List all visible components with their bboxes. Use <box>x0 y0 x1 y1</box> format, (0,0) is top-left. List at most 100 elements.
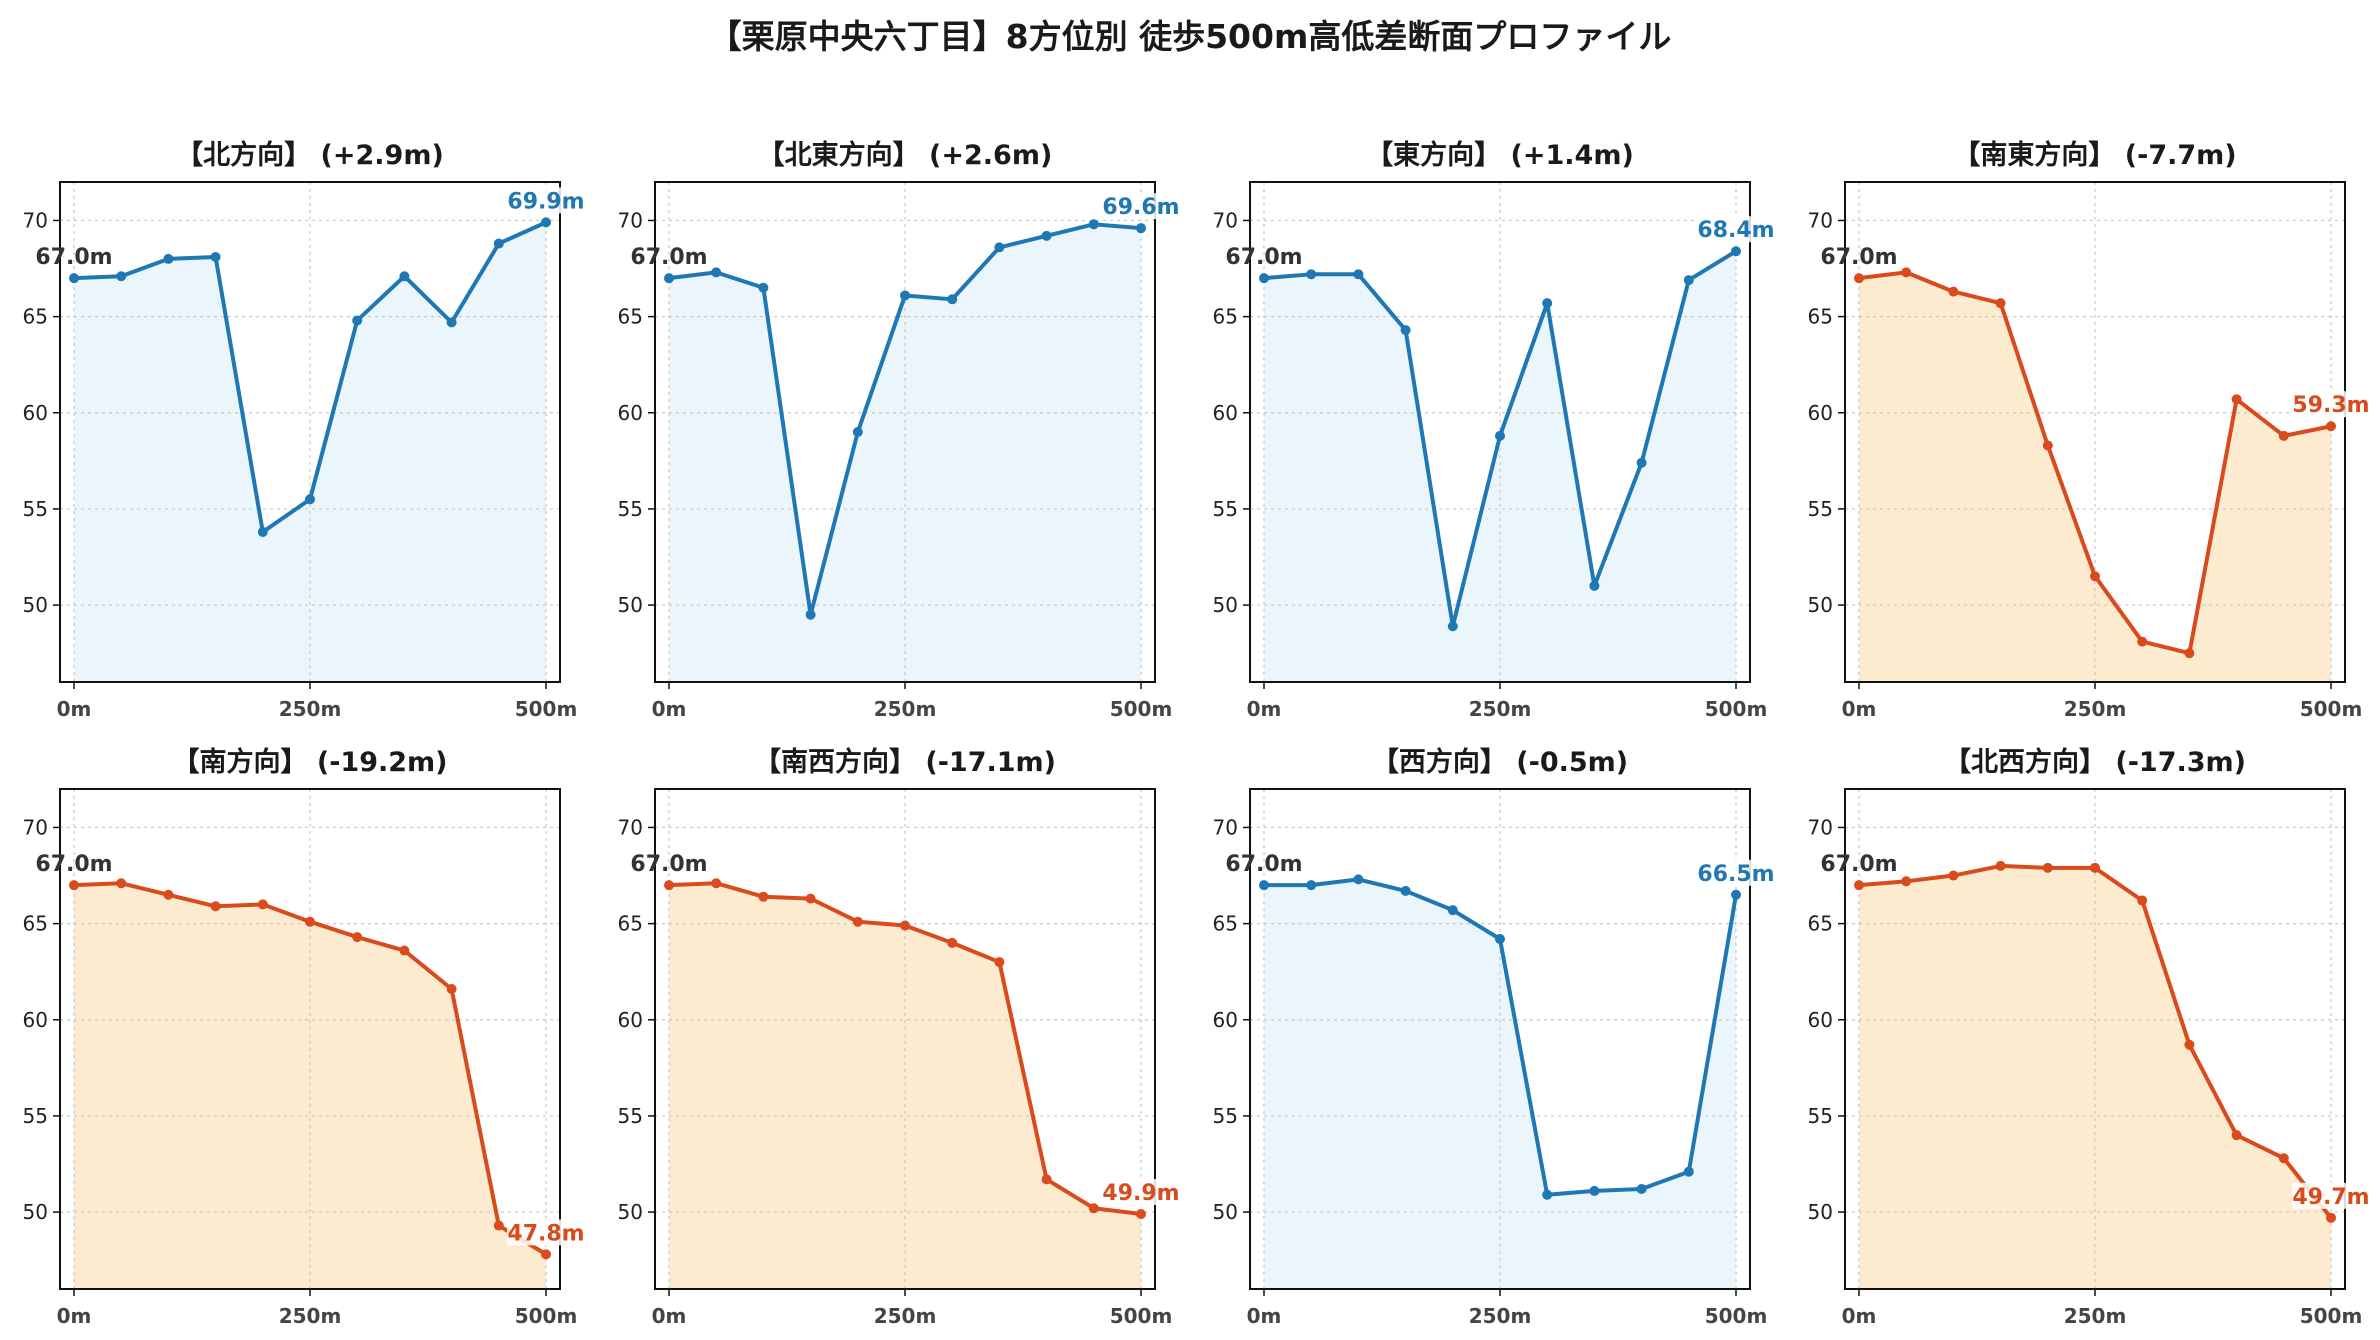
y-tick-label: 55 <box>1808 497 1833 521</box>
y-tick-label: 70 <box>1213 815 1238 839</box>
elevation-point <box>1589 1185 1600 1196</box>
x-tick-label: 500m <box>515 697 578 721</box>
y-tick-label: 50 <box>1808 1200 1833 1224</box>
elevation-point <box>1136 1209 1146 1219</box>
y-tick-label: 50 <box>618 593 643 617</box>
elevation-point <box>1400 325 1411 336</box>
x-tick-label: 250m <box>874 697 937 721</box>
y-tick-label: 55 <box>23 1104 48 1128</box>
elevation-point <box>446 984 457 994</box>
elevation-point <box>163 253 174 264</box>
profile-panel-3: 【南東方向】 (-7.7m) 50 55 60 65 70 0m 250m 500m 67.0m 5… <box>1808 139 2370 721</box>
elevation-point <box>1901 267 1912 278</box>
elevation-point <box>1995 860 2006 871</box>
elevation-point <box>2278 430 2289 441</box>
elevation-point <box>1589 580 1600 591</box>
elevation-point <box>1136 223 1146 234</box>
elevation-area <box>74 883 546 1289</box>
x-tick-label: 0m <box>1842 697 1877 721</box>
elevation-point <box>2137 895 2148 906</box>
profile-panel-5: 【南西方向】 (-17.1m) 50 55 60 65 70 0m 250m 500m 67.0m… <box>618 746 1180 1328</box>
x-tick-label: 500m <box>2300 697 2363 721</box>
elevation-point <box>1731 246 1741 257</box>
start-elevation-label: 67.0m <box>1820 245 1897 270</box>
elevation-point <box>711 267 722 278</box>
start-elevation-label: 67.0m <box>35 852 112 877</box>
elevation-point <box>2184 648 2195 659</box>
y-tick-label: 70 <box>618 208 643 232</box>
elevation-point <box>541 1249 551 1260</box>
y-tick-label: 65 <box>618 912 643 936</box>
start-elevation-label: 67.0m <box>1820 852 1897 877</box>
elevation-point <box>805 893 816 904</box>
elevation-point <box>1306 269 1317 280</box>
y-tick-label: 65 <box>1213 912 1238 936</box>
elevation-point <box>210 252 221 262</box>
profile-panel-0: 【北方向】 (+2.9m) 50 55 60 65 70 0m 250m 500m 67.0m 69… <box>23 139 585 721</box>
elevation-point <box>257 899 268 910</box>
y-tick-label: 70 <box>23 815 48 839</box>
elevation-point <box>1683 1166 1694 1177</box>
profile-panel-6: 【西方向】 (-0.5m) 50 55 60 65 70 0m 250m 500m 67.0m 66… <box>1213 746 1775 1328</box>
y-tick-label: 60 <box>1213 1008 1238 1032</box>
elevation-point <box>116 271 127 282</box>
elevation-point <box>69 273 79 284</box>
elevation-point <box>210 901 221 912</box>
elevation-point <box>1731 889 1741 900</box>
elevation-point <box>2042 440 2053 451</box>
profile-panel-7: 【北西方向】 (-17.3m) 50 55 60 65 70 0m 250m 500m 67.0m… <box>1808 746 2370 1328</box>
elevation-point <box>352 315 363 326</box>
y-tick-label: 60 <box>618 401 643 425</box>
elevation-point <box>2090 862 2100 873</box>
x-tick-label: 0m <box>1247 697 1282 721</box>
elevation-point <box>1542 1189 1553 1200</box>
elevation-point <box>2278 1153 2289 1164</box>
end-elevation-label: 69.6m <box>1102 195 1179 220</box>
elevation-point <box>1041 1174 1052 1185</box>
elevation-point <box>994 957 1005 968</box>
elevation-area <box>1264 251 1736 682</box>
elevation-point <box>1447 905 1458 916</box>
x-tick-label: 500m <box>1110 697 1173 721</box>
y-tick-label: 50 <box>1808 593 1833 617</box>
elevation-point <box>1948 286 1959 297</box>
y-tick-label: 65 <box>1213 305 1238 329</box>
elevation-point <box>1854 273 1864 284</box>
elevation-area <box>669 224 1141 683</box>
elevation-point <box>305 916 315 927</box>
elevation-point <box>2231 394 2242 405</box>
elevation-point <box>399 945 410 956</box>
start-elevation-label: 67.0m <box>1225 245 1302 270</box>
y-tick-label: 60 <box>618 1008 643 1032</box>
elevation-point <box>852 916 863 927</box>
y-tick-label: 50 <box>1213 1200 1238 1224</box>
elevation-point <box>116 878 127 889</box>
elevation-area <box>1859 272 2331 682</box>
start-elevation-label: 67.0m <box>630 245 707 270</box>
y-tick-label: 55 <box>618 497 643 521</box>
end-label-bg <box>1697 859 1775 886</box>
y-tick-label: 55 <box>1213 1104 1238 1128</box>
elevation-point <box>1041 230 1052 241</box>
elevation-point <box>2042 862 2053 873</box>
x-tick-label: 0m <box>652 1304 687 1328</box>
x-tick-label: 500m <box>1705 1304 1768 1328</box>
elevation-point <box>2231 1130 2242 1141</box>
y-tick-label: 50 <box>1213 593 1238 617</box>
elevation-point <box>1854 880 1864 891</box>
panel-title: 【南方向】 (-19.2m) <box>172 746 447 778</box>
elevation-point <box>1400 885 1411 896</box>
elevation-point <box>711 878 722 889</box>
x-tick-label: 250m <box>279 1304 342 1328</box>
y-tick-label: 60 <box>1808 1008 1833 1032</box>
x-tick-label: 500m <box>515 1304 578 1328</box>
y-tick-label: 55 <box>1808 1104 1833 1128</box>
end-elevation-label: 49.9m <box>1102 1181 1179 1206</box>
elevation-point <box>758 282 769 293</box>
end-elevation-label: 49.7m <box>2292 1185 2369 1210</box>
elevation-point <box>900 290 910 301</box>
elevation-point <box>305 494 315 505</box>
end-elevation-label: 47.8m <box>507 1221 584 1246</box>
y-tick-label: 50 <box>23 593 48 617</box>
